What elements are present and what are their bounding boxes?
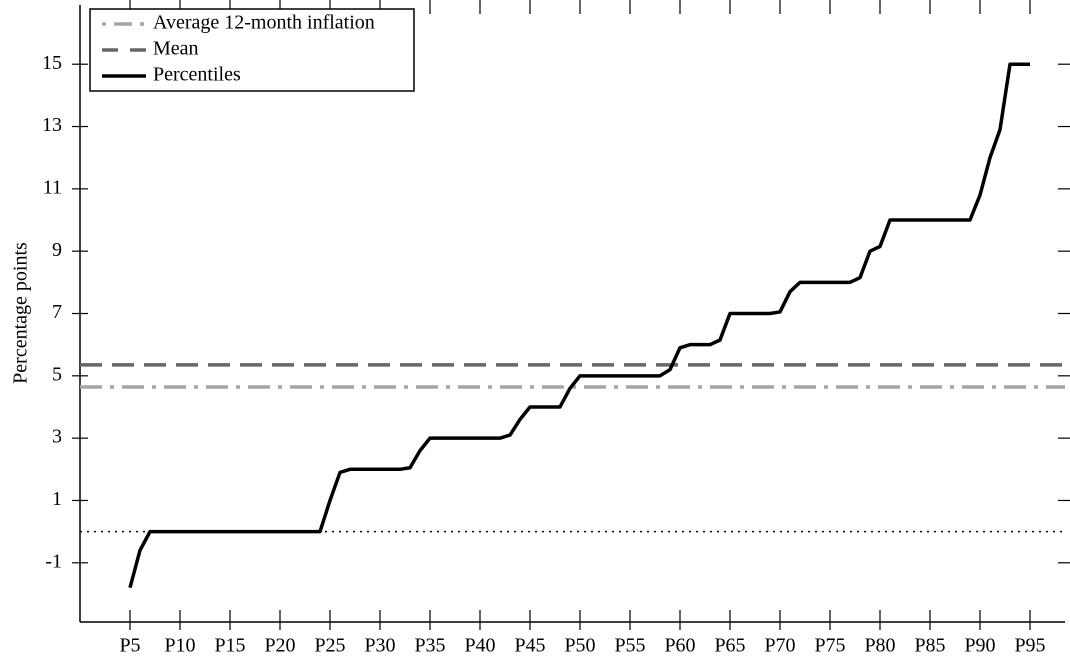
legend-label: Mean (153, 38, 199, 60)
x-tick-label: P65 (714, 635, 745, 657)
y-tick-label: 1 (52, 488, 62, 510)
y-tick-label: 3 (52, 426, 62, 448)
legend-label: Average 12-month inflation (153, 12, 375, 34)
y-axis-label: Percentage points (10, 242, 32, 384)
x-tick-label: P55 (614, 635, 645, 657)
x-tick-label: P50 (564, 635, 595, 657)
y-tick-label: 15 (42, 52, 62, 74)
x-tick-label: P70 (764, 635, 795, 657)
x-tick-label: P60 (664, 635, 695, 657)
x-tick-label: P5 (119, 635, 140, 657)
x-tick-label: P90 (964, 635, 995, 657)
y-tick-label: 9 (52, 239, 62, 261)
x-tick-label: P75 (814, 635, 845, 657)
y-tick-label: 11 (43, 176, 62, 198)
legend-label: Percentiles (153, 64, 241, 86)
y-tick-label: -1 (45, 550, 62, 572)
x-tick-label: P15 (214, 635, 245, 657)
x-tick-label: P35 (414, 635, 445, 657)
x-tick-label: P40 (464, 635, 495, 657)
y-tick-label: 5 (52, 363, 62, 385)
y-tick-label: 13 (42, 114, 62, 136)
x-tick-label: P85 (914, 635, 945, 657)
x-tick-label: P95 (1014, 635, 1045, 657)
x-tick-label: P20 (264, 635, 295, 657)
y-tick-label: 7 (52, 301, 62, 323)
x-tick-label: P80 (864, 635, 895, 657)
percentile-line (128, 62, 1030, 589)
x-tick-label: P10 (164, 635, 195, 657)
x-tick-label: P30 (364, 635, 395, 657)
x-tick-label: P45 (514, 635, 545, 657)
x-tick-label: P25 (314, 635, 345, 657)
